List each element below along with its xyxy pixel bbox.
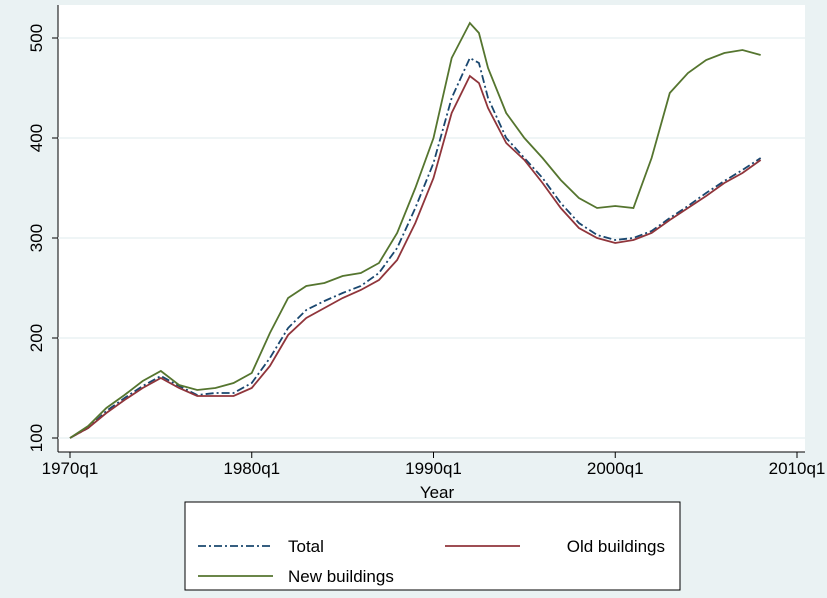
x-tick-label: 1970q1: [42, 459, 99, 478]
x-tick-label: 1990q1: [405, 459, 462, 478]
y-tick-label: 300: [27, 224, 46, 252]
legend-label: Total: [288, 537, 324, 556]
y-tick-label: 500: [27, 24, 46, 52]
x-tick-label: 2000q1: [587, 459, 644, 478]
plot-area: [58, 5, 805, 452]
x-tick-label: 2010q1: [769, 459, 826, 478]
series-line: [69, 21, 761, 439]
legend-label: New buildings: [288, 567, 394, 586]
legend-label: Old buildings: [567, 537, 665, 556]
x-axis-title: Year: [420, 483, 455, 502]
series-line: [69, 74, 762, 439]
x-tick-label: 1980q1: [223, 459, 280, 478]
series-line: [69, 56, 762, 439]
y-tick-label: 100: [27, 424, 46, 452]
y-tick-label: 200: [27, 324, 46, 352]
y-tick-label: 400: [27, 124, 46, 152]
